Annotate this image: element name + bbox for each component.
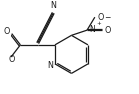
- Text: −: −: [104, 13, 111, 22]
- Text: O: O: [98, 13, 104, 22]
- Text: O: O: [4, 27, 10, 36]
- Text: O: O: [8, 55, 15, 64]
- Text: +: +: [96, 21, 101, 26]
- Text: O: O: [105, 26, 111, 35]
- Text: N: N: [89, 25, 95, 34]
- Text: N: N: [50, 1, 56, 10]
- Text: N: N: [47, 61, 53, 70]
